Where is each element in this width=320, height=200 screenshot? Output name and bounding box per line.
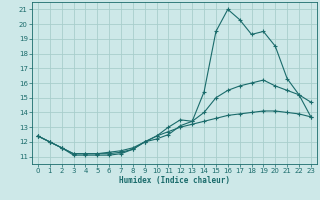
X-axis label: Humidex (Indice chaleur): Humidex (Indice chaleur): [119, 176, 230, 185]
